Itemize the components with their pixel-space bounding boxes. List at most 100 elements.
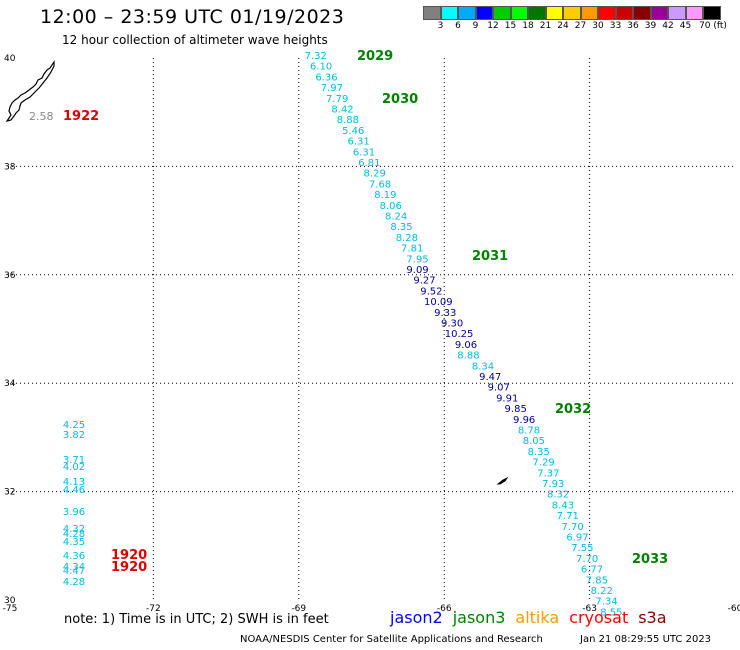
- colorbar-cell: [510, 6, 528, 20]
- wave-height-value: 8.29: [364, 169, 386, 180]
- wave-height-value: 9.09: [406, 265, 428, 276]
- wave-height-value: 9.96: [513, 415, 535, 426]
- wave-height-value: 6.10: [310, 62, 332, 73]
- colorbar-label: 12: [487, 21, 499, 31]
- wave-height-value: 9.27: [413, 276, 435, 287]
- colorbar-cell: [493, 6, 511, 20]
- wave-height-value: 4.35: [63, 537, 85, 548]
- wave-height-value: 6.77: [581, 565, 603, 576]
- lon-tick-label: -69: [291, 604, 306, 614]
- colorbar-labels: 3 6 9 12 15 18 21 24 27 30 33 36 39 42 45 70 (ft): [423, 21, 740, 33]
- wave-height-value: 8.78: [518, 426, 540, 437]
- page-title: 12:00 – 23:59 UTC 01/19/2023: [40, 6, 345, 28]
- wave-height-value: 7.71: [557, 511, 579, 522]
- colorbar-label: 15: [504, 21, 517, 31]
- wave-height-value: 10.09: [424, 297, 453, 308]
- wave-height-value: 7.29: [532, 458, 554, 469]
- colorbar-label: 30: [592, 21, 604, 31]
- wave-height-value: 9.85: [505, 404, 527, 415]
- wave-height-value: 4.02: [63, 462, 85, 473]
- wave-height-value: 9.47: [479, 372, 501, 383]
- satellite-legend-entry: jason3: [452, 608, 506, 627]
- wave-height-value: 6.81: [358, 158, 380, 169]
- altimeter-tracks: 7.326.106.367.977.798.428.885.466.316.31…: [29, 51, 623, 618]
- wave-height-value: 4.13: [63, 477, 85, 488]
- colorbar-cell: [545, 6, 563, 20]
- colorbar-label: 39: [644, 21, 657, 31]
- lat-tick-label: 32: [4, 488, 15, 498]
- wave-height-value: 8.32: [547, 490, 569, 501]
- map-grid: [8, 58, 735, 600]
- wave-height-value: 4.28: [63, 529, 85, 540]
- colorbar-label: 33: [609, 21, 622, 31]
- wave-height-value: 6.31: [353, 147, 375, 158]
- axis-tick-labels: -75 -72 -69 -66 -63 -60 30 32 34 36 38 40: [3, 54, 740, 614]
- lat-tick-label: 34: [4, 379, 16, 389]
- wave-height-value: 8.88: [337, 115, 359, 126]
- colorbar-cell: [475, 6, 493, 20]
- wave-height-value: 7.37: [537, 468, 559, 479]
- wave-height-value: 8.34: [472, 361, 494, 372]
- footer-credit: NOAA/NESDIS Center for Satellite Applica…: [240, 634, 543, 645]
- wave-height-value: 4.32: [63, 524, 85, 535]
- colorbar-label: 42: [662, 21, 674, 31]
- lon-tick-label: -63: [582, 604, 597, 614]
- colorbar-cell: [440, 6, 458, 20]
- wave-height-value: 7.34: [595, 597, 617, 608]
- satellite-legend: jason2 jason3 altika cryosat s3a: [390, 608, 677, 627]
- lon-tick-label: -66: [437, 604, 452, 614]
- wave-height-value: 9.07: [488, 383, 510, 394]
- wave-height-value: 7.32: [305, 51, 327, 62]
- wave-height-value: 8.55: [600, 607, 622, 618]
- wave-height-value: 3.82: [63, 430, 85, 441]
- colorbar-cell: [528, 6, 546, 20]
- wave-height-value: 3.96: [63, 507, 85, 518]
- colorbar-cell: [668, 6, 686, 20]
- wave-height-value: 7.79: [326, 94, 348, 105]
- colorbar-label: 6: [455, 21, 461, 31]
- lat-tick-label: 38: [4, 162, 16, 172]
- wave-height-value: 8.28: [396, 233, 418, 244]
- satellite-legend-entry: cryosat: [569, 608, 629, 627]
- wave-height-value: 3.71: [63, 455, 85, 466]
- wave-height-value: 7.68: [369, 179, 391, 190]
- wave-height-value: 6.36: [315, 72, 337, 83]
- wave-height-value: 4.34: [63, 562, 85, 573]
- wave-height-value: 8.05: [523, 436, 545, 447]
- wave-height-value: 7.97: [321, 83, 343, 94]
- note-text: note: 1) Time is in UTC; 2) SWH is in fe…: [64, 612, 329, 627]
- wave-height-value: 4.28: [63, 577, 85, 588]
- wave-height-value: 8.24: [385, 212, 407, 223]
- pass-number-label: 1920: [111, 560, 147, 575]
- wave-height-value: 8.06: [380, 201, 402, 212]
- small-island: [496, 476, 509, 485]
- lon-tick-label: -75: [3, 604, 18, 614]
- wave-height-value: 6.31: [347, 137, 369, 148]
- colorbar-label: 9: [472, 21, 479, 31]
- wave-height-value: 8.35: [390, 222, 412, 233]
- colorbar-label: 18: [522, 21, 534, 31]
- colorbar-cell: [703, 6, 721, 20]
- colorbar-label: 27: [574, 21, 587, 31]
- colorbar-label: 45: [679, 21, 692, 31]
- satellite-legend-entry: altika: [515, 608, 560, 627]
- wave-height-value: 8.22: [591, 586, 613, 597]
- lat-tick-label: 36: [4, 271, 16, 281]
- wave-height-value: 7.81: [401, 244, 423, 255]
- colorbar-cell: [633, 6, 651, 20]
- footer-timestamp: Jan 21 08:29:55 UTC 2023: [580, 634, 712, 645]
- colorbar: [423, 6, 721, 20]
- wave-height-value: 4.25: [63, 420, 85, 431]
- pass-number-label: 2031: [472, 249, 508, 264]
- wave-height-value: 7.55: [571, 543, 593, 554]
- pass-number-label: 1922: [63, 109, 99, 124]
- wave-height-value: 8.43: [552, 500, 574, 511]
- colorbar-label: 70 (ft): [699, 21, 727, 31]
- colorbar-cell: [580, 6, 598, 20]
- wave-height-value: 5.46: [342, 126, 364, 137]
- colorbar-cell: [423, 6, 441, 20]
- colorbar-cell: [685, 6, 703, 20]
- wave-height-value: 7.70: [576, 554, 598, 565]
